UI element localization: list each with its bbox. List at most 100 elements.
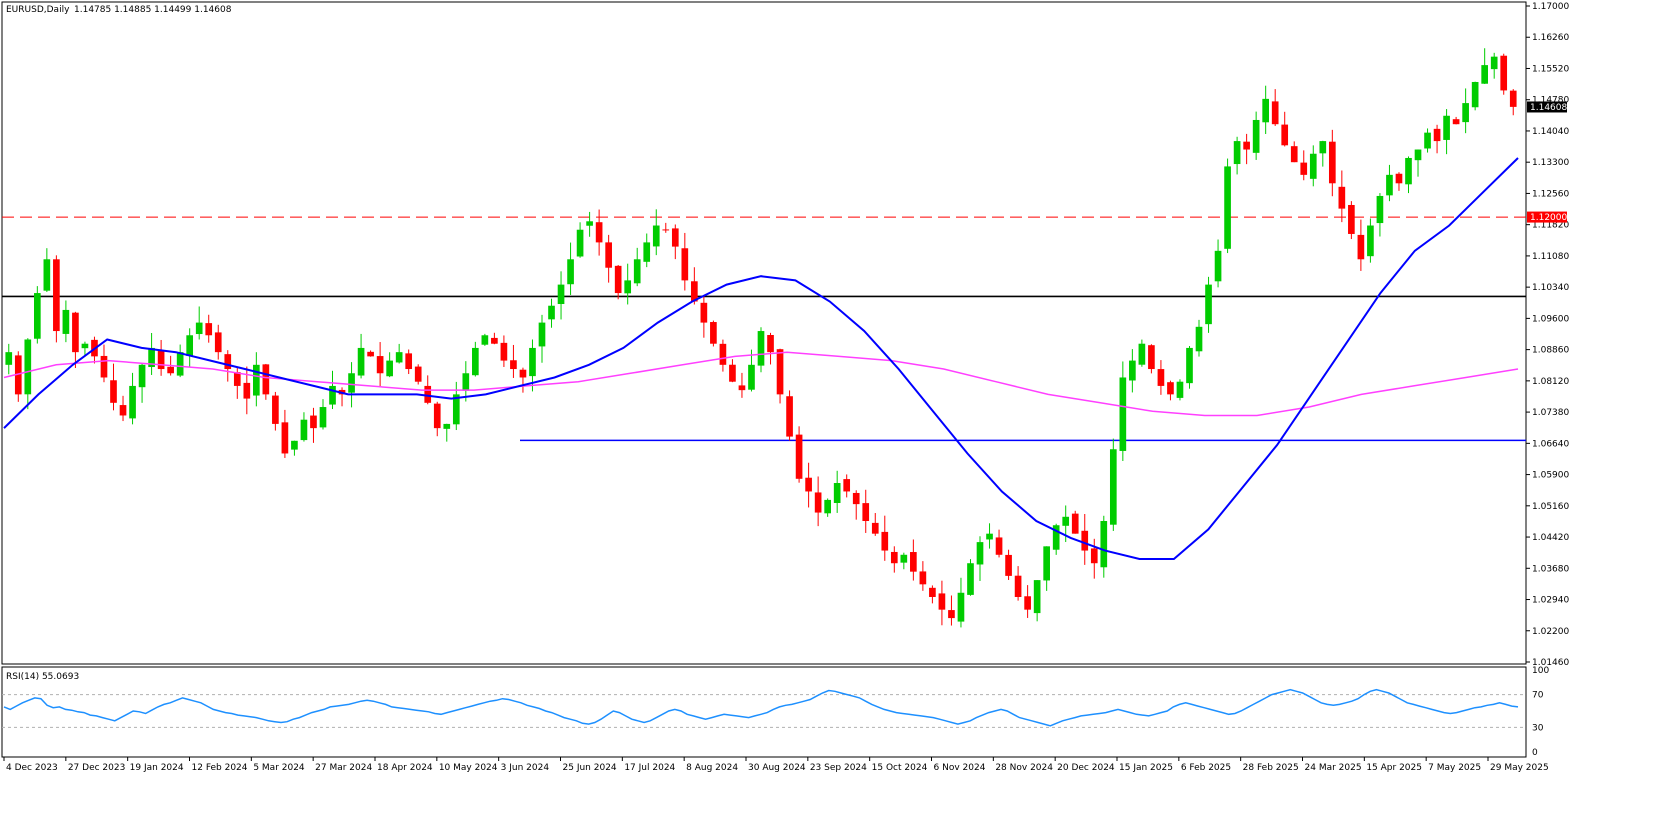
candle-body bbox=[157, 350, 165, 370]
candle-body bbox=[433, 403, 441, 429]
candle-body bbox=[995, 537, 1003, 555]
candle-body bbox=[919, 571, 927, 585]
candle-body bbox=[767, 334, 774, 353]
candle-body bbox=[233, 372, 241, 386]
candle-body bbox=[1119, 377, 1127, 451]
price-tick-label: 1.09600 bbox=[1532, 314, 1569, 324]
time-tick-label: 19 Jan 2024 bbox=[130, 763, 184, 773]
candle-body bbox=[310, 415, 317, 429]
candle-body bbox=[967, 563, 974, 595]
rsi-panel[interactable] bbox=[1, 666, 1527, 758]
candle-body bbox=[214, 332, 222, 353]
candle-body bbox=[291, 440, 298, 450]
candle-body bbox=[357, 347, 365, 376]
candle-body bbox=[1367, 225, 1374, 257]
candle-body bbox=[367, 351, 374, 357]
candle-body bbox=[1328, 141, 1336, 184]
candle-body bbox=[1100, 521, 1108, 568]
candle-body bbox=[1500, 55, 1508, 91]
candle-body bbox=[272, 395, 279, 424]
candle-body bbox=[1338, 186, 1346, 209]
candle-body bbox=[138, 364, 146, 388]
candle-body bbox=[900, 554, 908, 563]
candle-body bbox=[1014, 575, 1022, 597]
candle-body bbox=[929, 587, 936, 597]
time-tick-label: 24 Mar 2025 bbox=[1305, 763, 1362, 773]
candle-body bbox=[224, 354, 232, 370]
time-tick-label: 23 Sep 2024 bbox=[810, 763, 867, 773]
candle-body bbox=[1481, 65, 1489, 84]
candle-body bbox=[624, 280, 632, 294]
price-tick-label: 1.10340 bbox=[1532, 283, 1569, 293]
candle-body bbox=[1271, 101, 1279, 125]
candle-body bbox=[72, 312, 79, 353]
candle-body bbox=[833, 483, 841, 503]
price-tick-label: 1.05900 bbox=[1532, 471, 1569, 481]
candle-body bbox=[472, 347, 479, 376]
time-tick-label: 17 Jul 2024 bbox=[624, 763, 675, 773]
price-tick-label: 1.14780 bbox=[1532, 96, 1569, 106]
level-tag-text: 1.12000 bbox=[1530, 213, 1567, 223]
candle-body bbox=[852, 492, 860, 505]
time-tick-label: 15 Apr 2025 bbox=[1366, 763, 1422, 773]
candle-body bbox=[129, 385, 136, 419]
level-tag bbox=[1527, 211, 1567, 223]
candle-body bbox=[1471, 81, 1479, 108]
candle-body bbox=[1090, 548, 1098, 564]
candle-body bbox=[1348, 204, 1355, 234]
candle-body bbox=[1186, 347, 1193, 384]
time-tick-label: 27 Mar 2024 bbox=[315, 763, 372, 773]
candle-body bbox=[243, 382, 251, 399]
candle-body bbox=[1309, 153, 1317, 179]
time-tick-label: 18 Apr 2024 bbox=[377, 763, 433, 773]
price-tick-label: 1.08120 bbox=[1532, 377, 1569, 387]
time-tick-label: 12 Feb 2024 bbox=[192, 763, 248, 773]
candle-body bbox=[871, 522, 879, 534]
candle-body bbox=[662, 229, 670, 231]
candle-body bbox=[700, 302, 708, 323]
candle-body bbox=[414, 366, 422, 382]
candle-body bbox=[1509, 90, 1517, 107]
time-tick-label: 25 Jun 2024 bbox=[563, 763, 617, 773]
candle-body bbox=[1062, 516, 1070, 526]
candle-body bbox=[548, 305, 555, 320]
time-tick-label: 4 Dec 2023 bbox=[6, 763, 58, 773]
candle-body bbox=[1300, 162, 1308, 175]
candle-body bbox=[529, 347, 536, 377]
candle-body bbox=[5, 352, 13, 365]
candle-body bbox=[186, 335, 194, 356]
time-tick-label: 5 Mar 2024 bbox=[253, 763, 305, 773]
candle-body bbox=[1281, 124, 1289, 146]
rsi-axis: 100 70 30 0 bbox=[1532, 666, 1549, 758]
candle-body bbox=[748, 364, 755, 390]
candle-body bbox=[957, 592, 965, 622]
time-axis: 4 Dec 2023 27 Dec 2023 19 Jan 2024 12 Feb 2… bbox=[3, 757, 1549, 773]
candle-body bbox=[986, 533, 993, 540]
candle-body bbox=[1443, 115, 1450, 140]
candle-body bbox=[1167, 382, 1174, 395]
candle-body bbox=[1376, 195, 1384, 224]
candle-body bbox=[14, 355, 22, 395]
candle-body bbox=[443, 423, 451, 429]
price-tick-label: 1.05160 bbox=[1532, 502, 1569, 512]
price-tick-label: 1.01460 bbox=[1532, 658, 1569, 668]
candle-body bbox=[595, 222, 603, 243]
candle-body bbox=[910, 552, 917, 572]
candle-body bbox=[795, 434, 803, 479]
ohlc-values: 1.14785 1.14885 1.14499 1.14608 bbox=[74, 5, 232, 15]
candle-body bbox=[843, 479, 851, 492]
candle-body bbox=[890, 551, 898, 564]
candle-body bbox=[500, 342, 508, 361]
candle-body bbox=[824, 499, 831, 514]
candle-body bbox=[1290, 146, 1298, 163]
candle-body bbox=[176, 352, 184, 376]
candle-body bbox=[776, 349, 784, 395]
candle-body bbox=[681, 248, 689, 281]
time-tick-label: 8 Aug 2024 bbox=[686, 763, 738, 773]
price-tick-label: 1.12560 bbox=[1532, 189, 1569, 199]
candle-body bbox=[691, 281, 698, 302]
candle-body bbox=[1424, 132, 1431, 149]
candle-body bbox=[405, 353, 413, 370]
time-tick-label: 15 Oct 2024 bbox=[872, 763, 928, 773]
candle-body bbox=[348, 373, 355, 393]
